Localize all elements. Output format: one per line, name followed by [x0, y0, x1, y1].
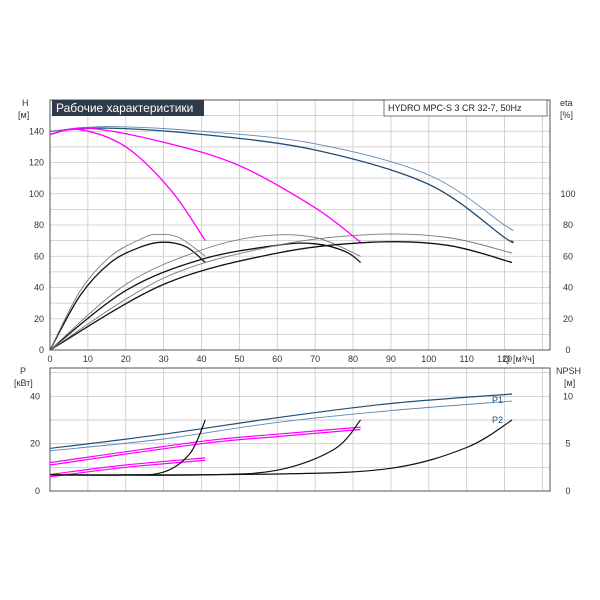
tick-label: 80	[348, 354, 358, 364]
upper-series-eta-8	[49, 241, 513, 351]
series-label-p1: P1	[492, 395, 503, 405]
upper-series-eta-9	[49, 233, 513, 351]
lower-series-P1-2	[49, 426, 361, 464]
upper-right-axis-label: eta	[560, 98, 573, 108]
lower-series-P2-3	[49, 428, 361, 466]
series-label-p2: P2	[492, 415, 503, 425]
tick-label: 30	[159, 354, 169, 364]
lower-left-ticks: 0 20 40	[30, 391, 40, 496]
tick-label: 5	[565, 439, 570, 449]
upper-x-axis-unit: [м³/ч]	[513, 354, 534, 364]
tick-label: 0	[47, 354, 52, 364]
tick-label: 20	[121, 354, 131, 364]
upper-series-group	[49, 126, 514, 351]
tick-label: 60	[34, 251, 44, 261]
lower-left-axis-unit: [кВт]	[14, 378, 33, 388]
chart-title-box	[52, 100, 204, 116]
tick-label: 140	[29, 126, 44, 136]
tick-label: 110	[459, 354, 473, 364]
tick-label: 100	[560, 189, 575, 199]
tick-label: 120	[497, 354, 512, 364]
model-label: HYDRO MPC-S 3 CR 32-7, 50Hz	[388, 103, 522, 113]
tick-label: 80	[563, 220, 573, 230]
tick-label: 0	[565, 486, 570, 496]
tick-label: 50	[234, 354, 244, 364]
upper-series-eta-4	[49, 241, 206, 351]
tick-label: 80	[34, 220, 44, 230]
tick-label: 60	[272, 354, 282, 364]
tick-label: 40	[34, 283, 44, 293]
lower-series-P1-0	[49, 393, 513, 449]
tick-label: 10	[83, 354, 93, 364]
model-label-box	[383, 99, 548, 117]
lower-series-P2-1	[49, 400, 513, 452]
upper-x-ticks: 0 10 20 30 40 50 60 70 80 90 100 110 120	[47, 354, 512, 364]
tick-label: 40	[563, 283, 573, 293]
tick-label: 120	[29, 158, 44, 168]
tick-label: 0	[565, 345, 570, 355]
tick-label: 0	[35, 486, 40, 496]
tick-label: 70	[310, 354, 320, 364]
tick-label: 10	[563, 391, 573, 401]
upper-left-ticks: 0 20 40 60 80 100 120 140	[29, 126, 44, 355]
upper-plot-frame	[49, 99, 551, 351]
upper-series-eta-5	[49, 233, 206, 351]
tick-label: 20	[30, 439, 40, 449]
upper-right-ticks: 0 20 40 60 80 100	[560, 189, 575, 355]
upper-series-eta-6	[49, 242, 362, 351]
upper-right-axis-unit: [%]	[560, 110, 573, 120]
lower-right-axis-unit: [м]	[564, 378, 575, 388]
upper-series-head-1	[49, 126, 514, 231]
lower-left-axis-label: P	[20, 366, 26, 376]
upper-series-eta-7	[49, 234, 361, 351]
tick-label: 20	[34, 314, 44, 324]
lower-series-group	[49, 393, 513, 478]
upper-series-head-0	[49, 127, 514, 244]
tick-label: 90	[386, 354, 396, 364]
tick-label: 100	[29, 189, 44, 199]
tick-label: 0	[39, 345, 44, 355]
lower-series-P1-4	[49, 457, 206, 475]
tick-label: 40	[30, 391, 40, 401]
lower-plot-frame	[49, 367, 551, 492]
tick-label: 100	[421, 354, 436, 364]
lower-plot: 0 20 40 0 5 10 P [кВт] NPSH [м] P1 P2	[14, 366, 581, 496]
tick-label: 20	[563, 314, 573, 324]
lower-right-ticks: 0 5 10	[563, 391, 573, 496]
upper-series-head-3	[49, 127, 361, 243]
upper-x-axis-label: Q	[503, 354, 510, 364]
tick-label: 40	[197, 354, 207, 364]
chart-title: Рабочие характеристики	[56, 101, 193, 115]
lower-series-NPSH-8	[49, 419, 513, 476]
tick-label: 60	[563, 251, 573, 261]
upper-left-axis-label: H	[22, 98, 29, 108]
upper-plot: 0 20 40 60 80 100 120 140 0 20 40 60 80 100 0 10 20 30 4…	[18, 98, 576, 364]
lower-right-axis-label: NPSH	[556, 366, 581, 376]
upper-left-axis-unit: [м]	[18, 110, 29, 120]
